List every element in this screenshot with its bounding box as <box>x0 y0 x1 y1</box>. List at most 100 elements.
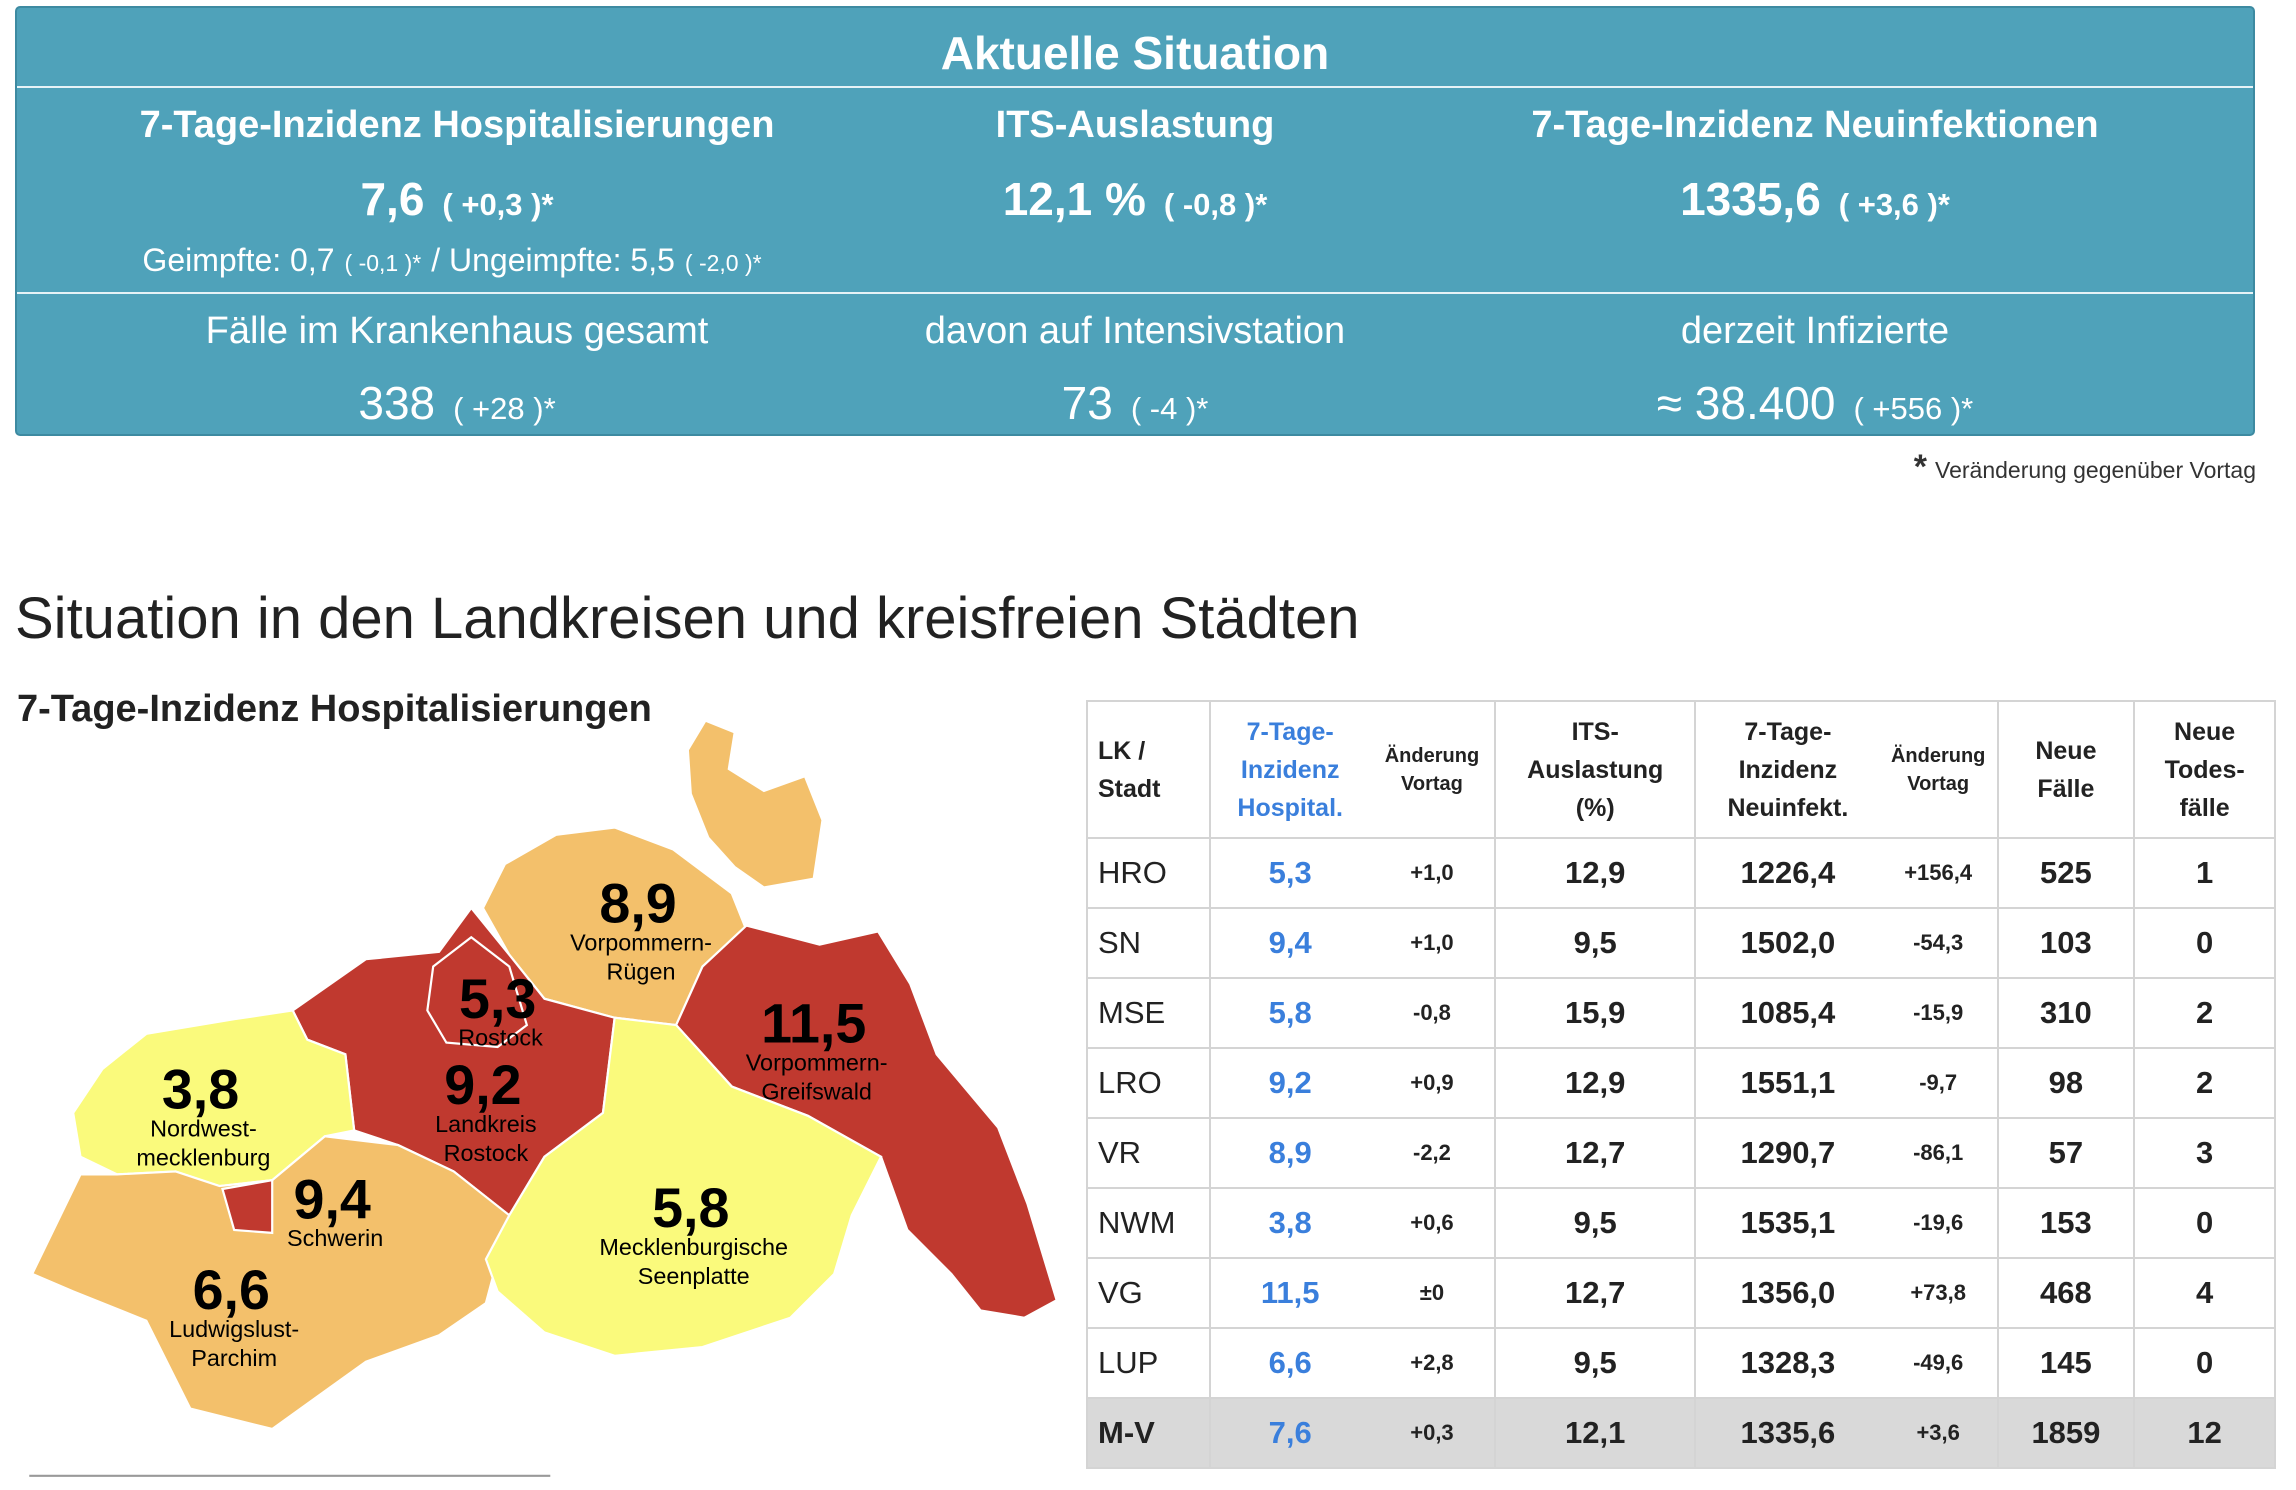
region-name: mecklenburg <box>136 1145 270 1171</box>
region-shape <box>426 935 529 1049</box>
table-row: LUP 6,6 +2,8 9,5 1328,3 -49,6 145 0 <box>1086 1327 2276 1399</box>
region-name: Greifswald <box>761 1079 872 1105</box>
table-cell: 3,8 <box>1208 1187 1370 1259</box>
table-cell: 1335,6 <box>1694 1397 1880 1469</box>
table-cell: 5,3 <box>1208 837 1370 909</box>
kpi-label: davon auf Intensivstation <box>924 310 1346 352</box>
header-line: Vortag <box>1401 772 1463 795</box>
table-cell: +0,9 <box>1369 1047 1497 1119</box>
kpi-value: 73 ( -4 )* <box>785 376 1485 430</box>
table-row: MSE 5,8 -0,8 15,9 1085,4 -15,9 310 2 <box>1086 977 2276 1049</box>
header-line: (%) <box>1575 793 1615 822</box>
region-value: 3,8 <box>162 1058 239 1120</box>
regions <box>30 719 1058 1431</box>
change: ( -0,8 )* <box>1163 187 1268 222</box>
header-line: Auslastung <box>1527 755 1664 784</box>
header-line: Todes- <box>2164 755 2245 784</box>
region-name: Mecklenburgische <box>599 1234 788 1260</box>
value: 73 <box>1061 377 1113 429</box>
header-line: Änderung <box>1890 744 1986 767</box>
header-line: Stadt <box>1098 774 1161 803</box>
table-body: HRO 5,3 +1,0 12,9 1226,4 +156,4 525 1 SN 9,4 +1,0 9… <box>1086 837 2276 1469</box>
region-name: Nordwest- <box>150 1115 257 1141</box>
separator: / <box>431 242 441 278</box>
value: 1335,6 <box>1680 173 1821 225</box>
table-cell: 12 <box>2133 1397 2276 1469</box>
unvaccinated: Ungeimpfte: 5,5 <box>448 242 675 278</box>
table-cell: 1551,1 <box>1694 1047 1880 1119</box>
table-cell: +1,0 <box>1369 907 1497 979</box>
table-cell: 1535,1 <box>1694 1187 1880 1259</box>
column-header: 7-Tage- Inzidenz Neuinfekt. <box>1694 700 1880 839</box>
header-line: Fälle <box>2037 774 2095 803</box>
table-cell: ±0 <box>1369 1257 1497 1329</box>
table-cell: SN <box>1086 907 1211 979</box>
table-cell: 12,7 <box>1494 1257 1697 1329</box>
table-cell: -0,8 <box>1369 977 1497 1049</box>
table-cell: 1328,3 <box>1694 1327 1880 1399</box>
table-cell: HRO <box>1086 837 1211 909</box>
table-cell: 468 <box>1996 1257 2136 1329</box>
table-cell: 3 <box>2133 1117 2276 1189</box>
table-cell: 145 <box>1996 1327 2136 1399</box>
table-cell: VR <box>1086 1117 1211 1189</box>
kpi-value: 1335,6 ( +3,6 )* <box>1465 172 2165 226</box>
table-cell: 310 <box>1996 977 2136 1049</box>
header-row: LK / Stadt 7-Tage- Inzidenz Hospital. Änderun… <box>1086 700 2276 839</box>
header-line: LK / <box>1098 736 1146 765</box>
table-cell: 12,1 <box>1494 1397 1697 1469</box>
region-shape <box>221 1178 274 1235</box>
vaccination-line: Geimpfte: 0,7 ( -0,1 )* / Ungeimpfte: 5,5 (… <box>57 242 857 279</box>
table-cell: +0,3 <box>1369 1397 1497 1469</box>
table-cell: -86,1 <box>1879 1117 1999 1189</box>
value: 7,6 <box>360 173 425 225</box>
header-line: Neue <box>2035 736 2097 765</box>
table-cell: 2 <box>2133 1047 2276 1119</box>
table-cell: 1502,0 <box>1694 907 1880 979</box>
table-row: VR 8,9 -2,2 12,7 1290,7 -86,1 57 3 <box>1086 1117 2276 1189</box>
table-cell: 1356,0 <box>1694 1257 1880 1329</box>
table-cell: 15,9 <box>1494 977 1697 1049</box>
region-name: Seenplatte <box>638 1263 750 1289</box>
change: ( +556 )* <box>1853 391 1974 426</box>
table-cell: +3,6 <box>1879 1397 1999 1469</box>
column-header: Änderung Vortag <box>1369 700 1497 839</box>
footnote-mark: * <box>1913 448 1927 486</box>
table-cell: 103 <box>1996 907 2136 979</box>
kpi-label: derzeit Infizierte <box>1680 310 1950 352</box>
column-header: 7-Tage- Inzidenz Hospital. <box>1208 700 1370 839</box>
table-cell: 7,6 <box>1208 1397 1370 1469</box>
table-cell: +73,8 <box>1879 1257 1999 1329</box>
change: ( -0,1 )* <box>344 250 422 276</box>
footnote: * Veränderung gegenüber Vortag <box>1914 448 2256 487</box>
change: ( +0,3 )* <box>442 187 554 222</box>
kpi-value: 338 ( +28 )* <box>107 376 807 430</box>
table-cell: 11,5 <box>1208 1257 1370 1329</box>
header-line: fälle <box>2179 793 2230 822</box>
kpi-label: ITS-Auslastung <box>995 104 1275 146</box>
region-shape <box>484 1016 883 1357</box>
table-cell: 12,9 <box>1494 837 1697 909</box>
table-cell: 1085,4 <box>1694 977 1880 1049</box>
table-cell: 6,6 <box>1208 1327 1370 1399</box>
change: ( +28 )* <box>453 391 556 426</box>
table-row: VG 11,5 ±0 12,7 1356,0 +73,8 468 4 <box>1086 1257 2276 1329</box>
region-name: Parchim <box>191 1345 277 1371</box>
header-line: Inzidenz <box>1738 755 1838 784</box>
table-row: M-V 7,6 +0,3 12,1 1335,6 +3,6 1859 12 <box>1086 1397 2276 1469</box>
table-cell: 1859 <box>1996 1397 2136 1469</box>
table-cell: -49,6 <box>1879 1327 1999 1399</box>
region-value: 9,4 <box>294 1168 371 1230</box>
table-cell: +0,6 <box>1369 1187 1497 1259</box>
header-line: 7-Tage- <box>1744 717 1832 746</box>
header-line: ITS- <box>1571 717 1619 746</box>
kpi-label: 7-Tage-Inzidenz Hospitalisierungen <box>139 104 775 146</box>
table-cell: -54,3 <box>1879 907 1999 979</box>
value: ≈ 38.400 <box>1656 377 1836 429</box>
column-header: Neue Fälle <box>1996 700 2136 839</box>
region-value: 8,9 <box>599 873 676 935</box>
table-cell: 0 <box>2133 1187 2276 1259</box>
table-cell: 1226,4 <box>1694 837 1880 909</box>
kpi-value: 7,6 ( +0,3 )* <box>107 172 807 226</box>
